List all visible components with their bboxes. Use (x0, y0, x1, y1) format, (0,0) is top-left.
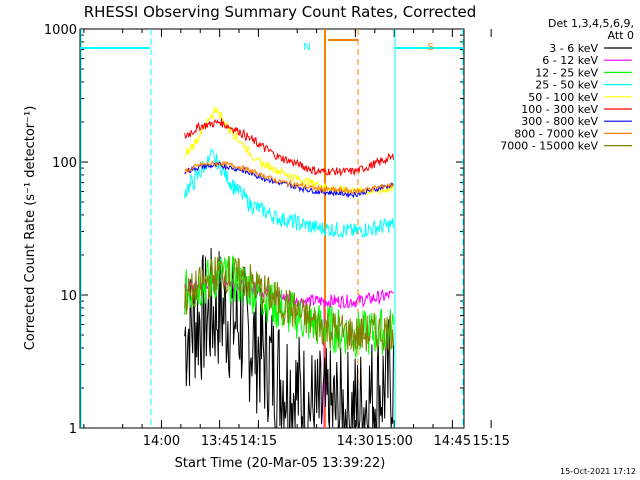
x-tick-label: 14:45 (434, 434, 471, 449)
series-line (184, 106, 394, 196)
x-tick-label: 13:45 (201, 434, 238, 449)
plot-area: 1 10 100 1000 13:45 14:00 14:15 14:30 14:45 15:00… (44, 23, 510, 449)
y-tick-label: 10 (60, 289, 77, 304)
legend-label: 300 - 800 keV (521, 115, 598, 128)
legend-label: 7000 - 15000 keV (500, 140, 598, 153)
x-tick-label: 15:15 (472, 434, 509, 449)
legend-label: 25 - 50 keV (535, 79, 598, 92)
x-tick-label: 14:00 (143, 434, 180, 449)
series-line (184, 247, 394, 429)
x-tick-label: 15:00 (375, 434, 412, 449)
y-tick-label: 1 (69, 422, 77, 437)
legend-label: 12 - 25 keV (535, 66, 598, 79)
footer-date: 15-Oct-2021 17:12 (560, 467, 636, 476)
chart-title: RHESSI Observing Summary Count Rates, Co… (84, 3, 477, 21)
series-line (184, 117, 394, 178)
marker-label: S (427, 42, 433, 53)
legend-header: Att 0 (608, 29, 634, 42)
plot-frame (79, 28, 465, 429)
x-tick-label: 14:15 (240, 434, 277, 449)
legend-label: 50 - 100 keV (528, 91, 598, 104)
x-axis-label: Start Time (20-Mar-05 13:39:22) (175, 456, 386, 471)
legend-label: 3 - 6 keV (549, 42, 598, 55)
legend-header: Det 1,3,4,5,6,9, (548, 17, 634, 30)
marker-label: N (303, 42, 310, 53)
y-axis-label: Corrected Count Rate (s⁻¹ detector⁻¹) (23, 106, 38, 351)
y-tick-label: 100 (52, 156, 77, 171)
x-tick-label: 14:30 (337, 434, 374, 449)
series-line (184, 160, 394, 195)
legend-label: 100 - 300 keV (521, 103, 598, 116)
legend-label: 800 - 7000 keV (514, 127, 598, 140)
legend-label: 6 - 12 keV (542, 54, 598, 67)
series-line (184, 256, 394, 352)
y-tick-label: 1000 (44, 23, 77, 38)
